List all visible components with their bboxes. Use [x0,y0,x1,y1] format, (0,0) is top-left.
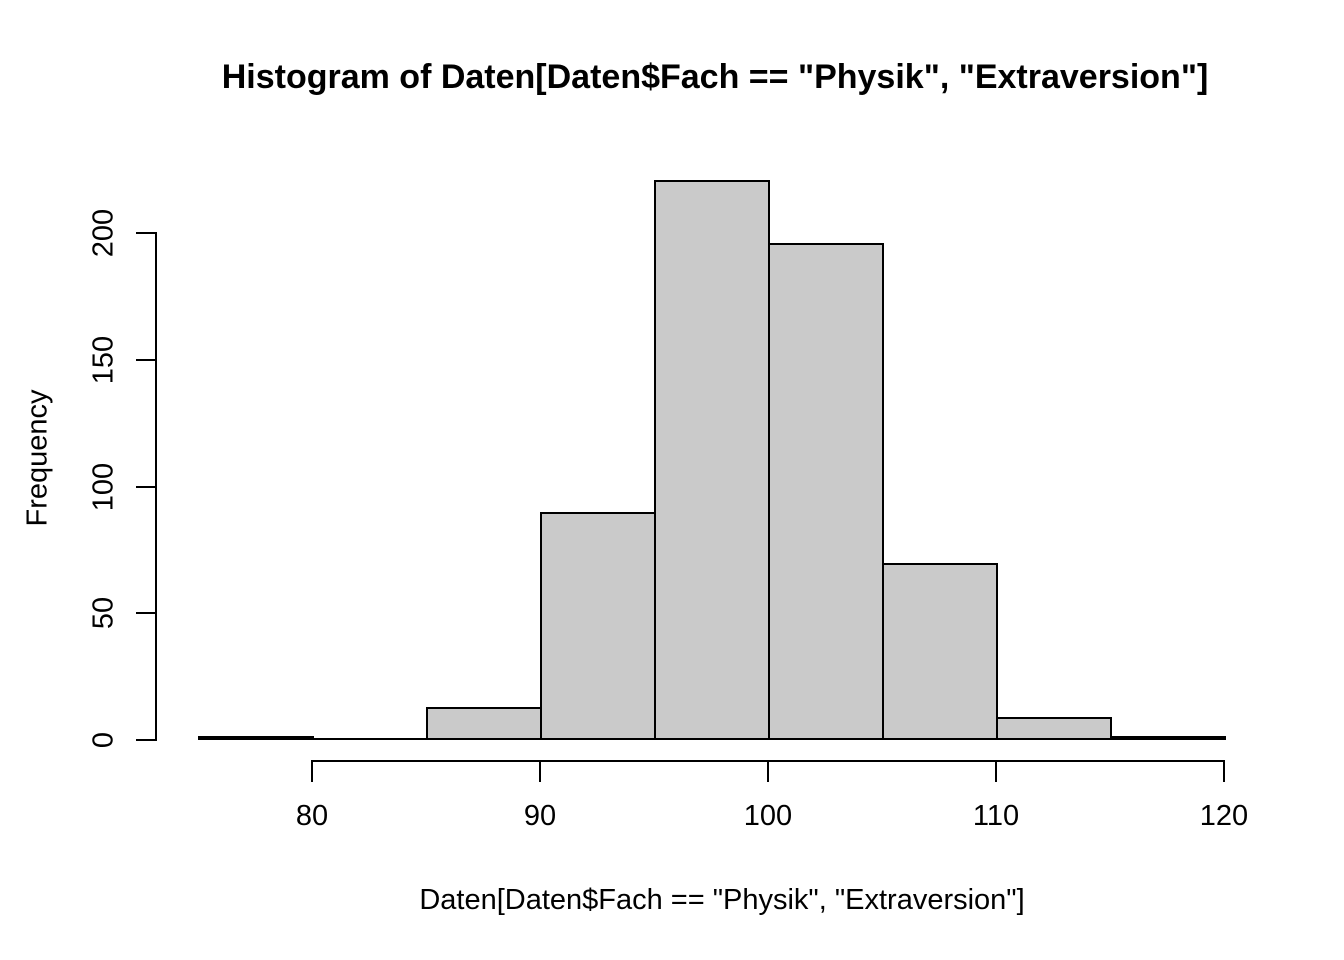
y-tick-label: 0 [87,731,120,749]
chart-title: Histogram of Daten[Daten$Fach == "Physik… [221,58,1209,96]
histogram-bar [768,243,884,740]
y-tick-label: 150 [87,335,120,384]
x-axis-label: Daten[Daten$Fach == "Physik", "Extravers… [419,884,1025,916]
y-tick [136,612,157,615]
y-tick [136,739,157,741]
x-tick-label: 90 [523,800,557,832]
x-tick [539,760,541,782]
histogram-bar [1110,736,1226,740]
x-tick [1223,760,1225,782]
y-axis-label: Frequency [21,389,54,527]
y-tick [136,358,157,361]
x-tick [767,760,769,782]
histogram-bar [540,511,656,740]
histogram-zero-bin [312,738,428,740]
y-tick [136,232,157,234]
y-tick [136,485,157,488]
y-tick-label: 200 [87,208,120,258]
x-tick-label: 110 [972,800,1020,832]
x-tick [995,760,997,782]
y-tick-label: 100 [87,462,120,511]
histogram-bar [198,736,314,740]
histogram-bar [996,717,1112,740]
x-tick-label: 120 [1199,800,1249,832]
x-tick-label: 80 [295,800,329,832]
x-tick-label: 100 [743,800,793,832]
x-tick [311,760,313,782]
y-tick-label: 50 [87,597,120,630]
histogram-bar [426,707,542,740]
histogram-bar [882,562,998,740]
histogram-bar [654,179,770,740]
